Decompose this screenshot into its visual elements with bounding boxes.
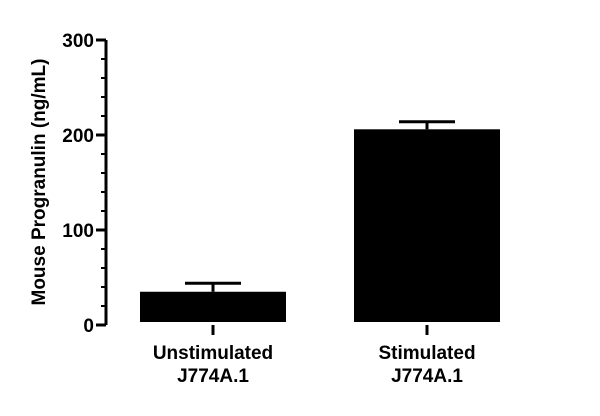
y-tick-label: 300 bbox=[62, 31, 94, 52]
bars-layer bbox=[140, 120, 500, 322]
y-tick-layer: 0 100 200 300 bbox=[62, 31, 106, 337]
x-tick-label-line: Unstimulated bbox=[153, 343, 273, 364]
y-tick-label: 100 bbox=[62, 221, 94, 242]
x-tick-label: Unstimulated J774A.1 bbox=[153, 343, 273, 387]
y-axis-title: Mouse Progranulin (ng/mL) bbox=[29, 59, 50, 306]
x-tick-label-line: J774A.1 bbox=[177, 366, 249, 387]
bar bbox=[140, 291, 286, 322]
bar bbox=[354, 129, 500, 322]
x-tick-label-line: J774A.1 bbox=[391, 366, 463, 387]
y-tick-label: 0 bbox=[83, 316, 94, 337]
y-tick-label: 200 bbox=[62, 126, 94, 147]
x-tick-label-line: Stimulated bbox=[378, 343, 475, 364]
x-tick-label: Stimulated J774A.1 bbox=[378, 343, 475, 387]
